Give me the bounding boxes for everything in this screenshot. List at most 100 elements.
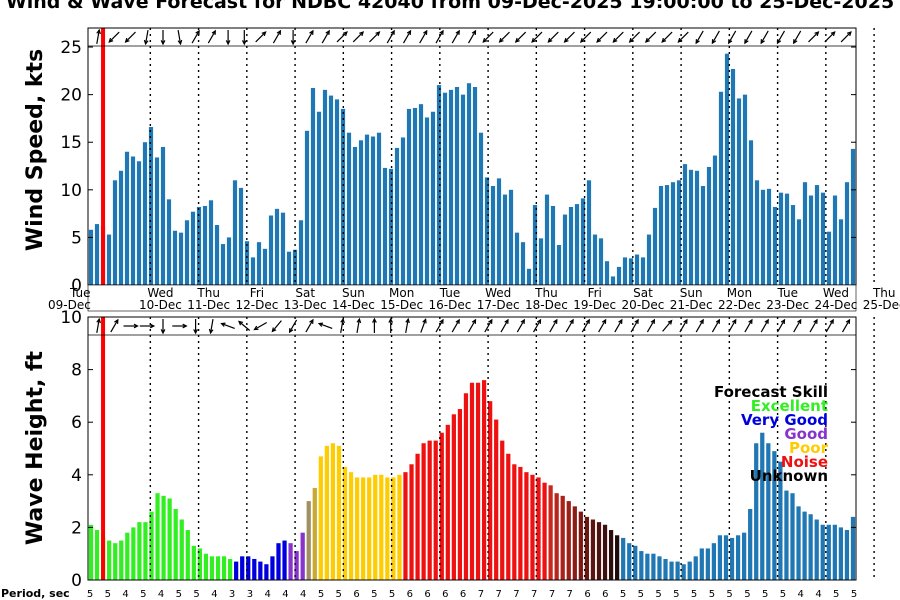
period-value: 5 bbox=[371, 589, 377, 600]
day-label-dow: Sun bbox=[680, 286, 703, 300]
bar bbox=[712, 155, 718, 285]
direction-arrowhead bbox=[182, 323, 188, 329]
direction-arrowhead bbox=[563, 37, 569, 43]
bar bbox=[220, 244, 226, 285]
period-value: 3 bbox=[229, 589, 235, 600]
period-value: 7 bbox=[549, 589, 555, 600]
direction-arrowhead bbox=[388, 317, 394, 323]
direction-arrowhead bbox=[596, 37, 602, 43]
bar bbox=[508, 189, 514, 285]
direction-arrowhead bbox=[569, 318, 574, 324]
day-label-date: 18-Dec bbox=[525, 298, 568, 312]
period-value: 4 bbox=[122, 589, 128, 600]
bar bbox=[530, 474, 535, 580]
bar bbox=[280, 212, 286, 285]
bar bbox=[645, 553, 650, 580]
direction-arrowhead bbox=[830, 31, 836, 37]
day-label-date: 25-Dec bbox=[863, 298, 900, 312]
bar bbox=[723, 535, 729, 580]
direction-arrowhead bbox=[195, 29, 200, 35]
bar bbox=[610, 276, 616, 285]
direction-arrowhead bbox=[271, 327, 277, 333]
bar bbox=[556, 245, 562, 285]
bar bbox=[412, 107, 418, 286]
bar bbox=[430, 111, 436, 285]
direction-arrow bbox=[336, 31, 348, 43]
direction-arrowhead bbox=[764, 318, 769, 324]
period-value: 7 bbox=[496, 589, 502, 600]
bar bbox=[748, 508, 753, 580]
bar bbox=[252, 558, 257, 580]
bar bbox=[484, 177, 490, 285]
direction-arrowhead bbox=[748, 318, 753, 324]
y-tick-label: 4 bbox=[71, 466, 82, 486]
direction-arrowhead bbox=[160, 329, 166, 335]
bar bbox=[143, 522, 148, 580]
direction-arrow bbox=[125, 31, 136, 43]
direction-arrow bbox=[662, 320, 673, 332]
direction-arrowhead bbox=[372, 317, 377, 323]
bar bbox=[215, 556, 221, 580]
y-tick-label: 0 bbox=[71, 571, 82, 591]
day-label-date: 14-Dec bbox=[332, 298, 375, 312]
direction-arrow bbox=[793, 30, 802, 44]
direction-arrowhead bbox=[143, 39, 149, 46]
direction-arrowhead bbox=[634, 318, 639, 324]
bar bbox=[463, 393, 469, 580]
direction-arrow bbox=[711, 319, 720, 333]
bar bbox=[448, 89, 454, 286]
bar bbox=[820, 192, 826, 285]
bar bbox=[526, 268, 532, 285]
direction-arrow bbox=[677, 31, 689, 43]
bar bbox=[184, 220, 190, 285]
period-value: 5 bbox=[638, 589, 644, 600]
direction-arrowhead bbox=[177, 39, 183, 46]
bar bbox=[506, 453, 511, 580]
bar bbox=[131, 527, 136, 580]
day-label-dow: Sat bbox=[633, 286, 653, 300]
bar bbox=[566, 501, 571, 580]
bar bbox=[754, 180, 760, 285]
direction-arrowhead bbox=[780, 318, 786, 324]
bar bbox=[724, 53, 730, 286]
bar bbox=[167, 498, 172, 580]
bar bbox=[536, 477, 541, 580]
day-label-dow: Mon bbox=[389, 286, 414, 300]
direction-arrow bbox=[238, 321, 251, 331]
period-value: 7 bbox=[478, 589, 484, 600]
direction-arrow bbox=[318, 323, 333, 329]
bar bbox=[400, 137, 406, 285]
day-label-dow: Tue bbox=[439, 286, 461, 300]
bar bbox=[736, 98, 742, 285]
day-label-dow: Tue bbox=[69, 286, 91, 300]
bar bbox=[742, 94, 748, 285]
direction-arrowhead bbox=[193, 329, 198, 335]
bar bbox=[658, 186, 664, 285]
bar bbox=[166, 199, 172, 285]
direction-arrow bbox=[793, 319, 802, 333]
direction-arrow bbox=[695, 319, 704, 333]
direction-arrowhead bbox=[618, 318, 623, 324]
bar bbox=[322, 89, 328, 286]
bar bbox=[125, 532, 130, 580]
direction-arrow bbox=[547, 31, 559, 43]
bar bbox=[729, 537, 735, 580]
direction-arrow bbox=[402, 30, 412, 44]
direction-arrow bbox=[369, 31, 380, 43]
period-value: 4 bbox=[211, 589, 217, 600]
period-value: 5 bbox=[709, 589, 715, 600]
direction-arrow bbox=[808, 31, 819, 43]
bar bbox=[784, 193, 790, 285]
bar bbox=[784, 490, 789, 580]
bar bbox=[717, 535, 723, 580]
bar bbox=[584, 516, 590, 580]
bar bbox=[328, 95, 334, 285]
direction-arrowhead bbox=[439, 318, 444, 324]
bar bbox=[790, 493, 795, 580]
direction-arrow bbox=[614, 319, 623, 333]
direction-arrow bbox=[840, 31, 852, 43]
bar bbox=[226, 237, 232, 285]
bar bbox=[276, 543, 281, 580]
direction-arrow bbox=[96, 29, 100, 45]
bar bbox=[352, 146, 358, 285]
